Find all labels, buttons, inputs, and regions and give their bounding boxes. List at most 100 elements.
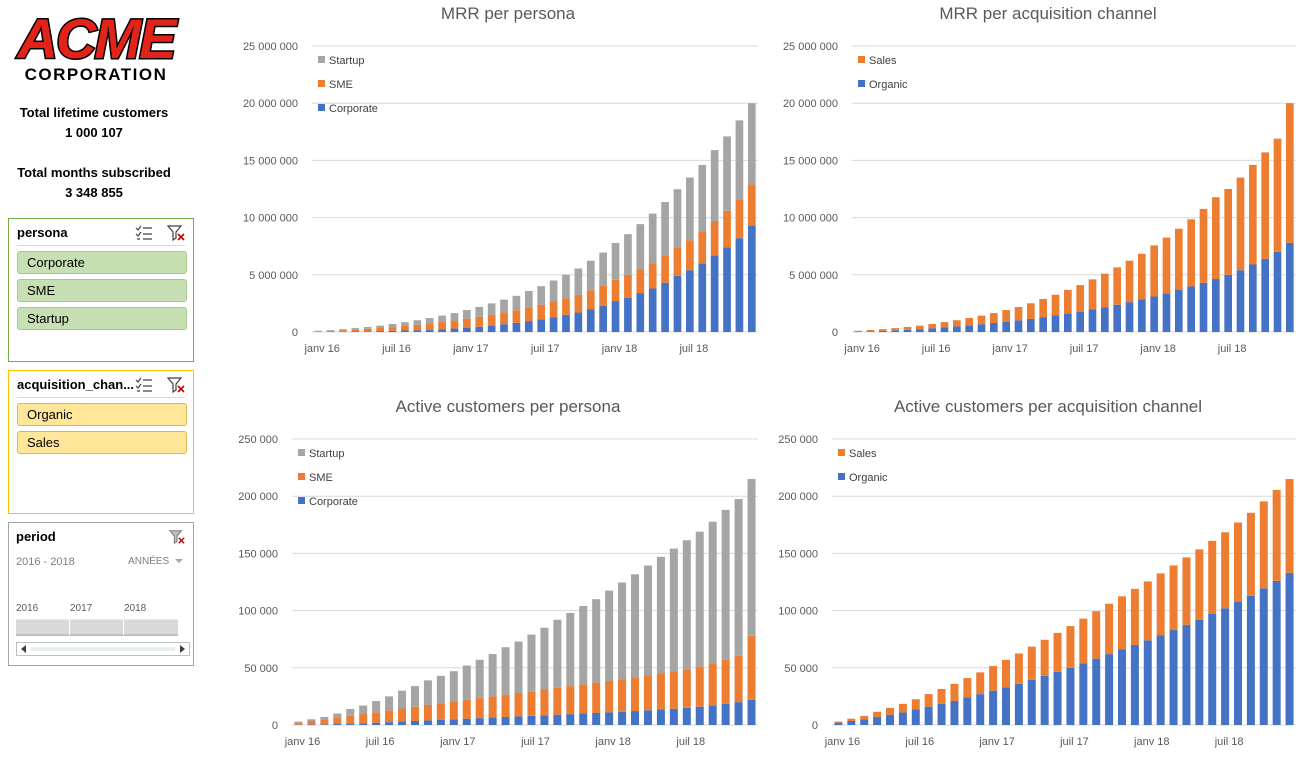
timeline-year-2017[interactable]: 2017 [70, 603, 92, 614]
bar-organic [1286, 573, 1294, 725]
bar-startup [426, 318, 434, 323]
y-tick-label: 0 [292, 327, 298, 339]
bar-corporate [372, 723, 380, 725]
bar-sme [475, 317, 483, 327]
timeline-selection-bar[interactable] [16, 619, 178, 636]
bar-organic [1076, 312, 1084, 332]
slicer-item-sales[interactable]: Sales [17, 431, 187, 454]
bar-startup [385, 696, 393, 710]
y-tick-label: 250 000 [238, 434, 278, 446]
bar-corporate [657, 710, 665, 725]
clear-filter-icon[interactable] [169, 529, 185, 545]
bar-organic [950, 701, 958, 725]
clear-filter-icon[interactable] [167, 377, 185, 393]
time-level-dropdown[interactable]: ANNÉES [128, 556, 183, 567]
bar-corporate [513, 323, 521, 332]
bar-sme [352, 330, 360, 332]
slicer-item-organic[interactable]: Organic [17, 403, 187, 426]
scroll-left-icon[interactable] [20, 645, 28, 653]
bar-sales [1182, 557, 1190, 624]
bar-sales [1261, 152, 1269, 258]
bar-startup [489, 654, 497, 696]
bar-corporate [631, 711, 639, 725]
slicer-item-sme[interactable]: SME [17, 279, 187, 302]
bar-sme [327, 331, 335, 332]
legend-label: Startup [329, 55, 364, 67]
bar-corporate [562, 315, 570, 332]
bar-sales [1105, 604, 1113, 654]
bar-corporate [346, 724, 354, 725]
y-tick-label: 100 000 [238, 606, 278, 618]
x-tick-label: juil 18 [675, 736, 705, 748]
bar-organic [1066, 668, 1074, 725]
y-tick-label: 5 000 000 [789, 270, 838, 282]
bar-sales [879, 329, 887, 331]
bar-corporate [636, 293, 644, 332]
bar-organic [867, 331, 875, 332]
bar-organic [1101, 307, 1109, 332]
legend-swatch [318, 56, 325, 63]
legend-label: Corporate [329, 103, 378, 115]
bar-sme [735, 656, 743, 702]
multi-select-icon[interactable] [135, 377, 153, 393]
scroll-right-icon[interactable] [178, 645, 186, 653]
bar-organic [938, 704, 946, 725]
x-tick-label: juil 18 [1217, 343, 1247, 355]
scroll-track[interactable] [31, 647, 175, 651]
bar-startup [463, 310, 471, 319]
bar-organic [1274, 252, 1282, 332]
bar-organic [1187, 286, 1195, 332]
bar-sales [1234, 523, 1242, 603]
stat-value: 1 000 107 [0, 123, 188, 143]
bar-corporate [437, 720, 445, 725]
x-tick-label: janv 18 [601, 343, 637, 355]
bar-sme [748, 184, 756, 225]
y-tick-label: 150 000 [778, 548, 818, 560]
bar-organic [1175, 290, 1183, 332]
y-tick-label: 0 [812, 720, 818, 732]
bar-corporate [723, 247, 731, 332]
bar-sme [575, 295, 583, 313]
bar-organic [904, 330, 912, 332]
x-tick-label: janv 16 [843, 343, 879, 355]
slicer-icons [125, 225, 185, 243]
bar-sme [631, 677, 639, 711]
bar-startup [670, 549, 678, 672]
bar-corporate [537, 319, 545, 332]
slicer-item-corporate[interactable]: Corporate [17, 251, 187, 274]
period-range: 2016 - 2018 [16, 556, 75, 568]
bar-organic [886, 715, 894, 725]
slicer-item-startup[interactable]: Startup [17, 307, 187, 330]
bar-sme [451, 321, 459, 329]
x-tick-label: juil 16 [365, 736, 395, 748]
bar-corporate [696, 707, 704, 725]
clear-filter-icon[interactable] [167, 225, 185, 241]
x-tick-label: janv 16 [303, 343, 339, 355]
bar-sme [709, 664, 717, 706]
bar-corporate [748, 700, 756, 725]
bar-corporate [644, 710, 652, 725]
x-tick-label: janv 18 [1133, 736, 1169, 748]
timeline-year-2018[interactable]: 2018 [124, 603, 146, 614]
bar-sme [683, 670, 691, 708]
bar-organic [1002, 687, 1010, 725]
bar-sales [1002, 660, 1010, 687]
y-tick-label: 50 000 [784, 663, 818, 675]
bar-organic [990, 323, 998, 332]
timeline-scrollbar[interactable] [16, 642, 190, 656]
bar-sales [1273, 490, 1281, 581]
timeline-year-2016[interactable]: 2016 [16, 603, 38, 614]
bar-organic [965, 325, 973, 332]
bar-sme [450, 702, 458, 720]
bar-startup [624, 234, 632, 275]
bar-startup [575, 269, 583, 295]
bar-sales [990, 313, 998, 323]
bar-startup [698, 165, 706, 231]
bar-corporate [320, 724, 328, 725]
bar-organic [1224, 275, 1232, 332]
bar-sales [1054, 633, 1062, 672]
multi-select-icon[interactable] [135, 225, 153, 241]
